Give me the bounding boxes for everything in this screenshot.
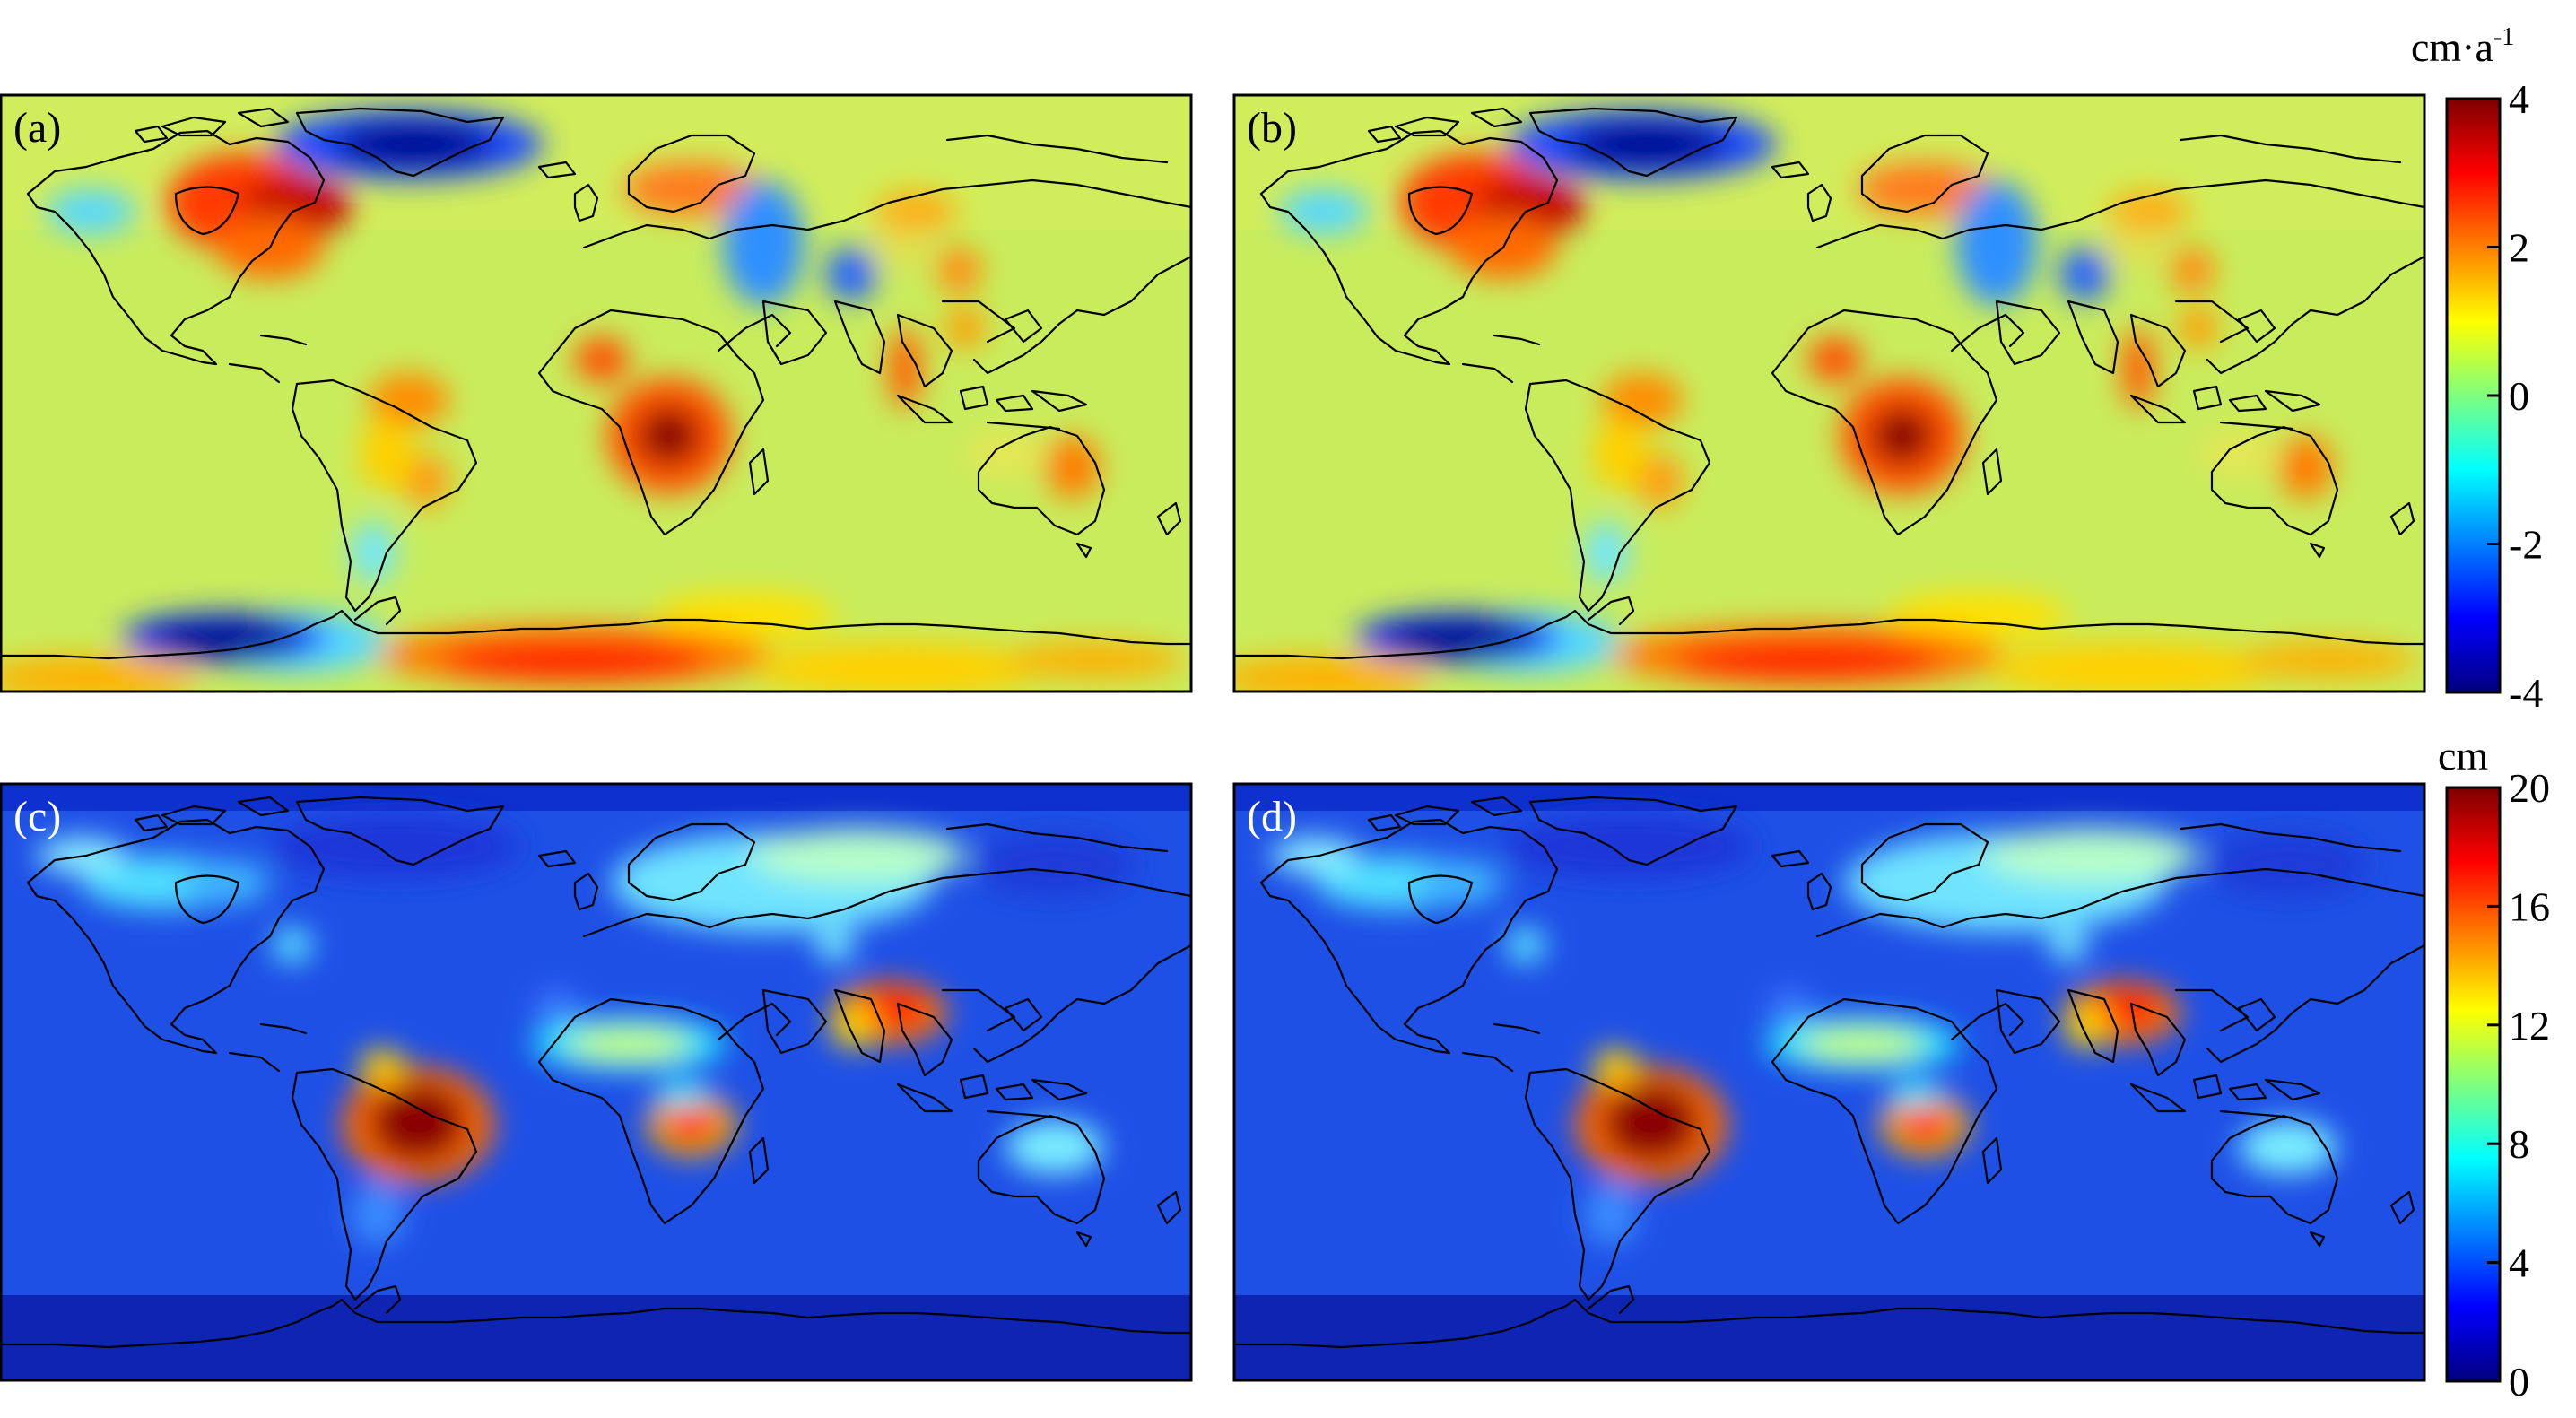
map-frame-b: [1232, 93, 2426, 693]
panel-c: (c): [0, 782, 1193, 1382]
colorbar-amplitude-tick-label: 4: [2509, 1240, 2529, 1286]
colorbar-trend-ticks: 4 2 0 -2 -4: [2487, 76, 2543, 716]
colorbar-amplitude-ticks: 20 16 12 8 4 0: [2487, 765, 2550, 1405]
colorbar-trend-unit: cm·a-1: [2411, 23, 2514, 70]
colorbar-trend-tick-label: 2: [2509, 225, 2529, 271]
colorbar-amplitude: cm 20 16 12 8 4 0: [2438, 733, 2550, 1405]
panel-label-d: (d): [1247, 793, 1297, 840]
panel-d: (d): [1232, 782, 2426, 1382]
colorbar-trend: cm·a-1 4 2 0 -2 -4: [2411, 23, 2543, 716]
map-frame-c: [0, 782, 1193, 1382]
colorbar-amplitude-unit: cm: [2438, 733, 2488, 779]
panel-label-a: (a): [13, 104, 61, 152]
amplitude-field-c: [1, 784, 1191, 1380]
map-frame-d: [1232, 782, 2426, 1382]
panel-label-c: (c): [13, 793, 61, 840]
panel-b: (b): [1232, 93, 2426, 693]
panel-label-b: (b): [1247, 104, 1297, 152]
colorbar-trend-tick-label: -2: [2509, 522, 2543, 568]
colorbar-trend-tick-label: 0: [2509, 373, 2529, 419]
colorbar-amplitude-ramp: [2445, 786, 2502, 1383]
colorbar-trend-tick-label: 4: [2509, 76, 2529, 122]
colorbar-amplitude-tick-label: 16: [2509, 883, 2550, 929]
colorbar-amplitude-tick-label: 20: [2509, 765, 2550, 811]
colorbar-amplitude-tick-label: 8: [2509, 1121, 2529, 1167]
colorbar-amplitude-tick-label: 0: [2509, 1359, 2529, 1405]
amplitude-field-d: [1234, 784, 2424, 1380]
colorbar-trend-tick-label: -4: [2509, 670, 2543, 716]
colorbar-trend-unit-sup: -1: [2493, 23, 2514, 51]
colorbar-trend-unit-main: cm·a: [2411, 24, 2493, 70]
panel-a: (a): [0, 93, 1193, 693]
colorbar-amplitude-tick-label: 12: [2509, 1003, 2550, 1048]
map-frame-a: [0, 93, 1193, 693]
